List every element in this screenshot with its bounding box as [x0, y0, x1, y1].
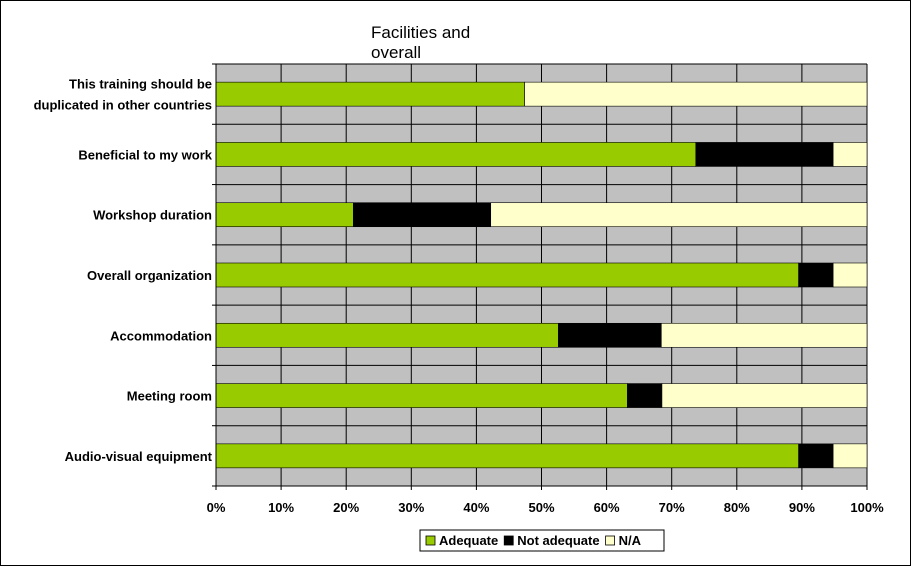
category-labels: This training should be duplicated in oth… — [34, 77, 213, 464]
bar-adequate — [215, 142, 697, 167]
bar-not-adequate — [798, 262, 834, 288]
x-tick-label: 20% — [333, 500, 359, 515]
category-label: Audio-visual equipment — [65, 449, 213, 464]
category-label: Workshop duration — [93, 208, 212, 223]
x-tick-label: 30% — [398, 500, 424, 515]
x-tick-label: 90% — [789, 500, 815, 515]
x-tick-label: 70% — [659, 500, 685, 515]
legend: Adequate Not adequate N/A — [419, 529, 665, 552]
bar-adequate — [215, 262, 799, 288]
legend-label: Not adequate — [517, 533, 599, 548]
x-tick-label: 80% — [724, 500, 750, 515]
x-tick-label: 0% — [207, 500, 226, 515]
bar-n-a — [832, 142, 868, 167]
bar-n-a — [832, 443, 868, 469]
x-tick-label: 50% — [528, 500, 554, 515]
x-tick-labels: 0% 10% 20% 30% 40% 50% 60% 70% 80% 90% 100% — [207, 500, 884, 515]
bar-n-a — [661, 383, 868, 408]
bar-adequate — [215, 443, 799, 469]
axes — [212, 63, 868, 490]
bars — [215, 81, 868, 469]
legend-box — [419, 529, 665, 552]
bar-not-adequate — [558, 322, 662, 348]
category-label: Overall organization — [87, 268, 212, 283]
x-tick-label: 60% — [594, 500, 620, 515]
bar-adequate — [215, 322, 559, 348]
bar-not-adequate — [798, 443, 834, 469]
category-label: Accommodation — [110, 328, 212, 343]
x-tick-label: 40% — [463, 500, 489, 515]
bar-adequate — [215, 81, 525, 107]
bar-n-a — [660, 322, 868, 348]
bar-n-a — [832, 262, 868, 288]
bar-adequate — [215, 383, 628, 408]
bar-n-a — [490, 202, 868, 228]
category-label: Beneficial to my work — [78, 147, 212, 162]
bar-not-adequate — [695, 142, 834, 167]
bar-not-adequate — [353, 202, 492, 228]
legend-swatch — [425, 535, 436, 546]
category-label: This training should be duplicated in oth… — [34, 77, 212, 113]
chart-title: Facilities and overall — [371, 23, 470, 62]
legend-label: N/A — [619, 533, 642, 548]
bar-not-adequate — [627, 383, 663, 408]
x-tick-label: 100% — [850, 500, 884, 515]
legend-swatch — [503, 535, 514, 546]
bar-adequate — [215, 202, 354, 228]
legend-label: Adequate — [439, 533, 498, 548]
x-tick-label: 10% — [268, 500, 294, 515]
category-label: Meeting room — [127, 389, 212, 404]
bar-n-a — [524, 81, 868, 107]
legend-swatch — [605, 535, 615, 546]
